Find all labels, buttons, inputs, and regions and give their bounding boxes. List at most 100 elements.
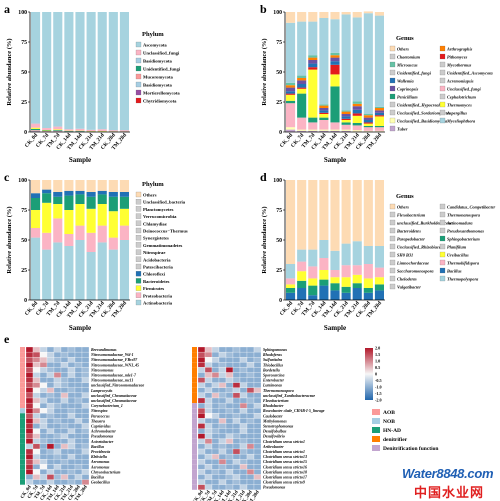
heatmap-right-cell-12-5 [232,408,241,414]
heatmap-right-cell-11-8 [253,402,262,409]
heatmap-right-cell-25-5 [232,474,241,480]
heatmap-right-group-bar-24 [192,469,197,475]
panel-d-legend-label-1-2: Actinomadura [446,221,473,226]
panel-b-bar-TM_7d-others [308,12,318,22]
heatmap-left-cell-12-8 [81,408,90,414]
heatmap-left-cell-24-8 [81,469,90,475]
heatmap-right-cell-21-4 [225,453,234,460]
panel-a-bar-CK_0d-basidiomycota [31,127,41,129]
panel-d-bar-CK_7d-bacillus [297,288,307,300]
heatmap-right-cell-8-2 [211,387,220,394]
heatmap-right-cell-23-4 [225,464,234,470]
panel-b-bar-CK_7d-microascus [297,75,307,78]
panel-a-bar-CK_14d-ascomycota [64,12,74,130]
heatmap-left-group-bar-16 [20,428,25,434]
heatmap-right-row-label-19: Arthrobacter [262,445,284,449]
panel-a-bar-TM_7d-basidiomycota [53,129,63,131]
panel-a-bar-TM_28d-ascomycota [119,12,129,131]
heatmap-right-cell-7-5 [232,382,241,388]
heatmap-left-cell-3-2 [39,362,48,368]
heatmap-left-cell-16-2 [39,428,48,434]
heatmap-left-cell-7-3 [46,382,55,388]
panel-b-bar-CK_14d-microascus [319,104,329,106]
panel-c-bar-CK_14d-chloroflexi [64,190,74,196]
panel-b-legend-swatch-1-0 [439,45,446,52]
heatmap-right-cell-25-2 [211,474,220,480]
heatmap-left-cell-4-2 [39,367,48,373]
panel-b-bar-CK_21d-arthrographis [341,111,351,114]
panel-d-bar-TM_7d-bacillus [308,295,318,300]
panel-c-legend-label-4: Chlamydiae [143,221,167,226]
panel-b-bar-CK_7d-tuber [297,130,307,132]
heatmap-right-cell-19-8 [253,443,262,450]
panel-b-legend-swatch-1-9 [439,117,446,124]
heatmap-right-row-label-6: Enterobacter [262,379,284,383]
heatmap-right-cell-24-3 [218,469,227,475]
panel-a-legend-swatch-5 [135,81,142,88]
heatmap-left-row-label-24: Chryseobacterium [91,470,120,474]
heatmap-left-cell-2-8 [81,357,90,363]
heatmap-left-cell-2-5 [60,357,69,363]
heatmap-left-cell-20-8 [81,448,90,455]
panel-c-legend-swatch-15 [135,299,142,306]
panel-d-bar-CK_21d-bacillus [341,292,351,300]
heatmap-left-row-label-20: Providencia [91,450,110,454]
heatmap-right-cell-11-1 [204,402,213,409]
heatmap-right-cell-7-8 [253,382,262,388]
heatmap-right-cell-22-6 [239,459,248,465]
heatmap-left-cell-0-3 [46,346,55,353]
panel-a-legend-label-3: Unidentified_fungi [143,67,181,72]
heatmap-right-cell-3-6 [239,362,248,368]
heatmap-left-cell-16-5 [60,428,69,434]
panel-d-bar-TM_21d-thermobifidspora [352,265,362,275]
panel-d-legend-swatch-0-2 [389,219,396,226]
heatmap-right-cell-25-1 [204,474,213,480]
heatmap-left-cell-4-8 [81,367,90,373]
heatmap-left-cell-18-5 [60,438,69,445]
panel-c-bar-CK_21d-proteobacteria [86,232,96,252]
heatmap-right-cell-18-4 [225,438,234,445]
heatmap-right-cell-20-0 [197,448,206,455]
heatmap-right-cell-3-8 [253,362,262,368]
heatmap-right-cell-0-7 [246,346,255,353]
panel-c-legend-swatch-4 [135,220,142,226]
heatmap-left-cell-23-5 [60,464,69,470]
panel-b-legend-swatch-1-7 [439,101,446,108]
heatmap-right-cell-7-2 [211,382,220,388]
heatmap-left-cell-14-1 [32,418,41,424]
heatmap-right-cell-9-4 [225,392,234,399]
heatmap-left-cell-8-1 [32,387,41,394]
panel-b-bar-CK_0d-tuber [286,129,296,132]
panel-b-bar-TM_28d-myceliophthora [374,15,384,107]
heatmap-left-row-label-2: Nitrosomonadaceae_FBvs97 [90,358,138,362]
heatmap-right-cell-2-5 [232,357,241,363]
panel-b-bar-CK_7d-others [297,12,307,22]
panel-a-bar-TM_21d-unclassified-fungi [97,129,107,132]
heatmap-right-cell-18-3 [218,438,227,445]
heatmap-left-cell-0-5 [60,346,69,353]
heatmap-left-cell-18-6 [67,438,76,445]
panel-b-bar-TM_7d-penicillium [308,117,318,123]
heatmap-right-cell-13-1 [204,413,213,419]
heatmap-right-cell-12-8 [253,408,262,414]
heatmap-right-cell-17-1 [204,433,213,439]
panel-d-bar-TM_7d-others [308,180,318,250]
panel-d-legend-label-1-0: Candidatus_Competibacter [447,205,496,210]
heatmap-left-cell-18-8 [81,438,90,445]
heatmap-left-cell-23-4 [53,464,62,470]
heatmap-left-cell-21-4 [53,453,62,460]
heatmap-left-cell-4-7 [74,367,83,373]
heatmap-scale-tick-0: 2.0 [375,346,380,351]
panel-a-ytick-0: 0 [24,130,27,136]
heatmap-left-group-bar-23 [20,464,25,470]
heatmap-right-cell-15-0 [197,423,206,429]
heatmap-right-cell-14-0 [197,418,206,424]
heatmap-left-cell-18-2 [39,438,48,445]
panel-a-ytick-25: 25 [21,100,27,106]
panel-c-bar-CK_28d-actinobacteria [108,249,118,300]
heatmap-right-group-bar-11 [192,403,197,409]
panel-d-legend-label-0-7: Limnochordaceae [396,261,429,266]
heatmap-right-cell-0-5 [232,346,241,353]
heatmap-right-cell-0-1 [204,346,213,353]
panel-a-bar-CK_21d-ascomycota [86,12,96,130]
